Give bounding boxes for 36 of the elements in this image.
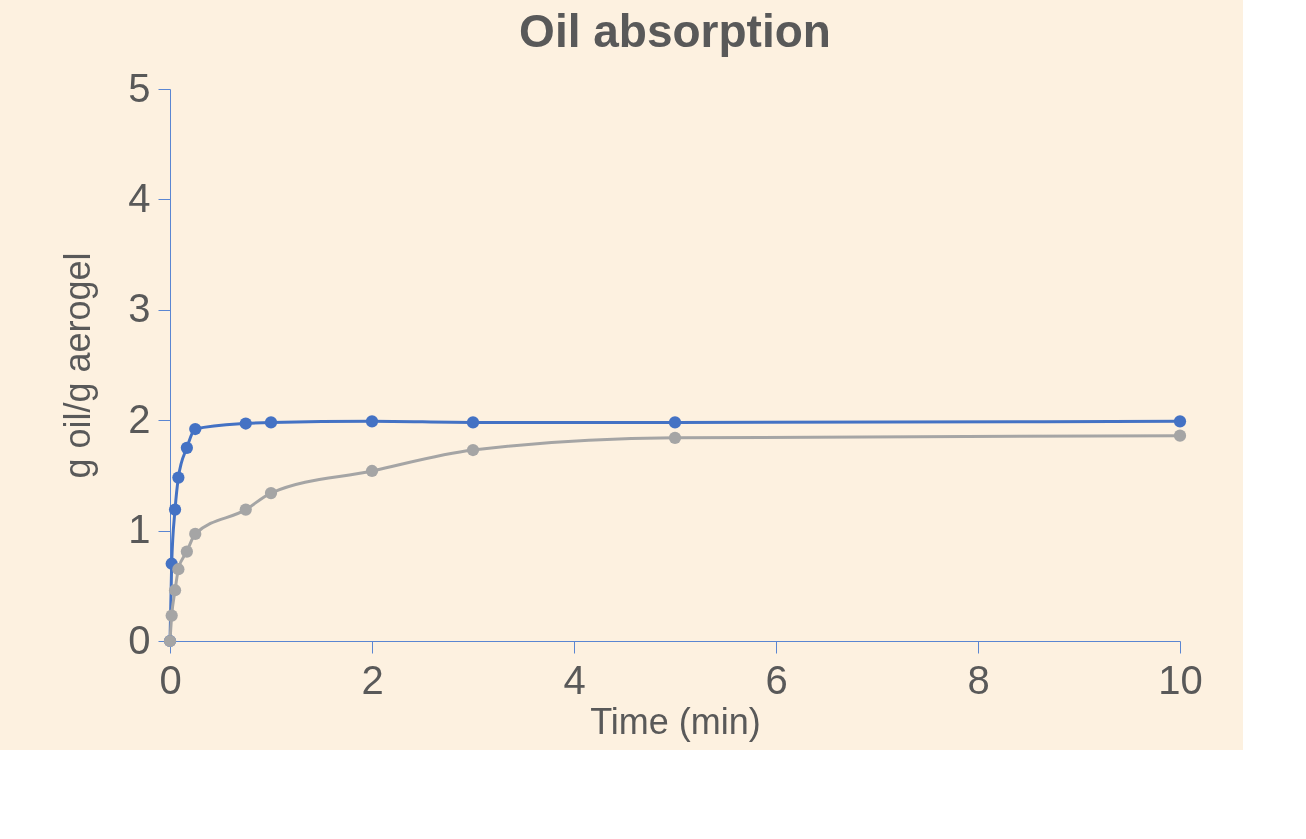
y-axis-title: g oil/g aerogel	[57, 252, 99, 479]
point	[180, 441, 193, 454]
y-tick-label: 2	[128, 396, 151, 441]
x-tick-label: 2	[361, 657, 384, 702]
point	[1173, 429, 1187, 442]
y-tick-label: 5	[128, 65, 151, 110]
y-tick-label: 3	[128, 286, 151, 331]
x-tick-label: 10	[1158, 657, 1203, 702]
point	[168, 503, 182, 516]
point	[189, 527, 202, 541]
point	[466, 416, 480, 429]
point	[365, 415, 379, 428]
y-tick-label: 4	[128, 175, 151, 220]
point	[189, 422, 202, 436]
point	[165, 609, 178, 622]
chart-title: Oil absorption	[519, 5, 831, 57]
point	[239, 417, 252, 430]
point	[264, 416, 278, 429]
point	[668, 431, 682, 444]
y-tick-label: 0	[128, 617, 151, 662]
point	[180, 545, 193, 558]
point	[365, 464, 379, 478]
x-tick-label: 4	[563, 657, 586, 702]
point	[1173, 415, 1187, 428]
point	[668, 416, 682, 429]
point	[172, 471, 185, 484]
point	[168, 584, 182, 597]
point	[466, 443, 480, 457]
x-tick-label: 0	[159, 657, 182, 702]
x-axis-title: Time (min)	[590, 700, 761, 742]
point	[239, 503, 252, 516]
y-tick-label: 1	[128, 507, 151, 552]
point	[172, 563, 185, 576]
x-tick-label: 6	[765, 657, 788, 702]
point	[264, 486, 278, 500]
x-tick-label: 8	[967, 657, 990, 702]
